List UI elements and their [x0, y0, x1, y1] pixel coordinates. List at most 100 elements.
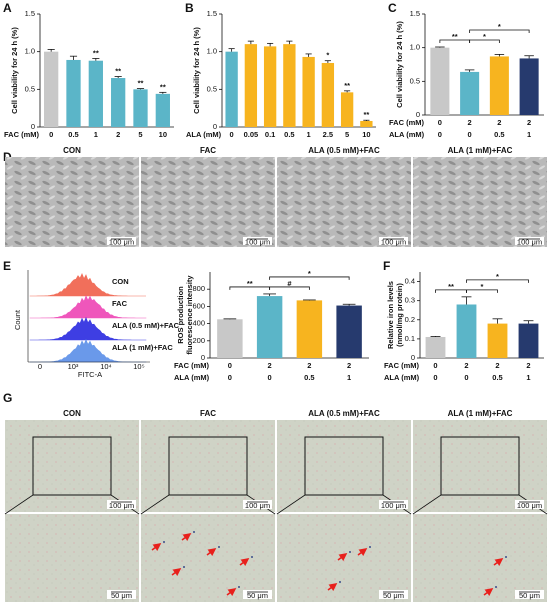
- micrograph: [5, 420, 139, 512]
- scale-label: 100 μm: [517, 501, 542, 510]
- scale-label: 50 μm: [111, 591, 132, 600]
- iron-deposit: [495, 586, 497, 588]
- panel-letter: B: [185, 1, 194, 15]
- bar: [217, 319, 243, 358]
- y-tick-label: 200: [192, 336, 205, 345]
- bar: [283, 44, 296, 128]
- scale-box: [379, 500, 408, 509]
- x-tick-label: 0.5: [494, 130, 504, 139]
- scale-label: 100 μm: [109, 501, 134, 510]
- condition-label: CON: [63, 409, 81, 418]
- bar: [518, 323, 539, 358]
- significance: **: [363, 110, 369, 119]
- y-tick-label: 0: [201, 353, 205, 362]
- arrow: [357, 548, 368, 557]
- x-tick-label: 1: [347, 373, 351, 382]
- row-label: FAC (mM): [4, 130, 39, 139]
- bracket-label: **: [452, 32, 458, 41]
- condition-label: FAC: [112, 299, 128, 308]
- bar: [44, 51, 59, 127]
- x-tick-label: 0.5: [284, 130, 294, 139]
- scale-box: [107, 237, 136, 245]
- x-tick-label: 10³: [68, 362, 79, 371]
- scale-label: 100 μm: [109, 237, 134, 246]
- x-tick-label: 2: [268, 361, 272, 370]
- significance: *: [326, 51, 329, 60]
- arrow: [239, 558, 250, 567]
- zoom-region: [168, 436, 248, 496]
- y-tick-label: 1.5: [207, 9, 217, 18]
- bracket: [466, 289, 498, 293]
- scale-label: 50 μm: [383, 591, 404, 600]
- x-tick-label: 0.5: [68, 130, 78, 139]
- micrograph-zoom: [5, 514, 139, 602]
- row-label: FAC (mM): [174, 361, 209, 370]
- zoom-region: [304, 436, 384, 496]
- micrograph-zoom: [413, 514, 547, 602]
- arrow: [151, 543, 162, 552]
- x-tick-label: 5: [345, 130, 349, 139]
- iron-deposit: [349, 551, 351, 553]
- micrograph: [277, 420, 411, 512]
- bar: [489, 56, 509, 115]
- scale-label: 50 μm: [247, 591, 268, 600]
- histogram: [29, 316, 146, 341]
- x-tick-label: 10: [362, 130, 370, 139]
- zoom-line: [140, 494, 170, 515]
- row-label: ALA (mM): [174, 373, 210, 382]
- condition-label: ALA (0.5 mM)+FAC: [308, 146, 380, 155]
- arrow: [327, 583, 338, 592]
- significance: **: [160, 82, 166, 91]
- bar: [66, 59, 81, 127]
- condition-label: CON: [112, 277, 129, 286]
- y-axis-label: ROS production: [176, 286, 185, 344]
- micrograph-zoom: [277, 514, 411, 602]
- bracket-label: *: [308, 269, 311, 278]
- x-tick-label: 0: [268, 373, 272, 382]
- scale-label: 100 μm: [245, 237, 270, 246]
- y-axis-label: Cell viability for 24 h (%): [10, 27, 19, 114]
- condition-label: ALA (1 mM)+FAC: [448, 409, 513, 418]
- x-tick-label: 0: [433, 373, 437, 382]
- bar: [263, 46, 277, 127]
- x-tick-label: 0: [49, 130, 53, 139]
- bar: [336, 305, 362, 358]
- bar: [460, 71, 480, 115]
- scale-box: [379, 237, 408, 245]
- bar: [340, 92, 354, 127]
- iron-deposit: [238, 586, 240, 588]
- iron-deposit: [218, 546, 220, 548]
- panel-letter: A: [3, 1, 12, 15]
- bracket-label: *: [481, 282, 484, 291]
- bracket-label: *: [498, 22, 501, 31]
- arrow: [493, 558, 504, 567]
- bar: [430, 47, 450, 115]
- arrow: [181, 533, 192, 542]
- condition-label: ALA (1 mM)+FAC: [448, 146, 513, 155]
- bar: [360, 120, 373, 127]
- x-tick-label: 1: [526, 373, 530, 382]
- micrograph-zoom: [141, 514, 275, 602]
- y-tick-label: 1.5: [25, 9, 35, 18]
- bar: [519, 58, 539, 115]
- bar: [487, 323, 508, 358]
- x-tick-label: 0: [230, 130, 234, 139]
- x-tick-label: 2.5: [323, 130, 333, 139]
- bar: [225, 51, 238, 127]
- condition-label: ALA (1 mM)+FAC: [112, 343, 173, 352]
- arrow: [171, 568, 182, 577]
- iron-deposit: [339, 581, 341, 583]
- zoom-region: [32, 436, 112, 496]
- x-tick-label: 1: [94, 130, 98, 139]
- x-tick-label: 0.5: [492, 373, 502, 382]
- panel-letter: C: [388, 1, 397, 15]
- y-tick-label: 1.0: [410, 43, 420, 52]
- y-axis-label: fluorescence intensity: [185, 275, 194, 355]
- micrograph: [141, 420, 275, 512]
- x-tick-label: 10⁵: [133, 362, 144, 371]
- x-tick-label: 0.05: [244, 130, 259, 139]
- y-tick-label: 0: [31, 122, 35, 131]
- scale-box: [379, 590, 408, 599]
- y-tick-label: 0.5: [410, 76, 420, 85]
- iron-deposit: [183, 566, 185, 568]
